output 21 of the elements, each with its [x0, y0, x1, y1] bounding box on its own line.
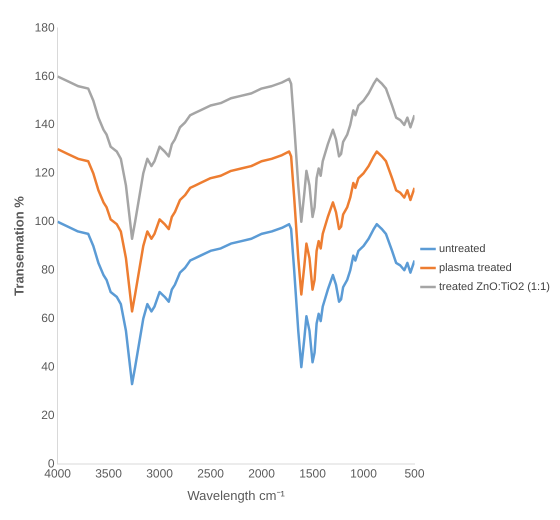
y-tick-label: 80	[41, 262, 55, 277]
x-tick-label: 3500	[95, 466, 122, 481]
x-tick-label: 3000	[146, 466, 174, 481]
y-tick-label: 100	[34, 214, 55, 228]
y-axis-title: Transemation %	[11, 196, 26, 296]
y-tick-label: 120	[34, 166, 55, 180]
x-tick-label: 1500	[299, 466, 326, 481]
x-tick-label: 2500	[197, 466, 224, 481]
y-tick-label: 140	[34, 117, 55, 132]
x-tick-label: 1000	[350, 466, 378, 481]
y-tick-label: 20	[41, 408, 55, 422]
legend-label: treated ZnO:TiO2 (1:1)	[439, 281, 550, 294]
y-tick-label: 160	[34, 68, 55, 83]
x-tick-label: 2000	[248, 466, 276, 481]
y-tick-label: 40	[41, 359, 55, 374]
y-tick-label: 180	[34, 20, 55, 34]
y-tick-label: 60	[41, 310, 55, 325]
x-tick-label: 500	[404, 466, 425, 481]
x-axis-title: Wavelength cm⁻¹	[187, 488, 286, 503]
legend-label: plasma treated	[439, 262, 512, 274]
legend-label: untreated	[439, 243, 486, 256]
